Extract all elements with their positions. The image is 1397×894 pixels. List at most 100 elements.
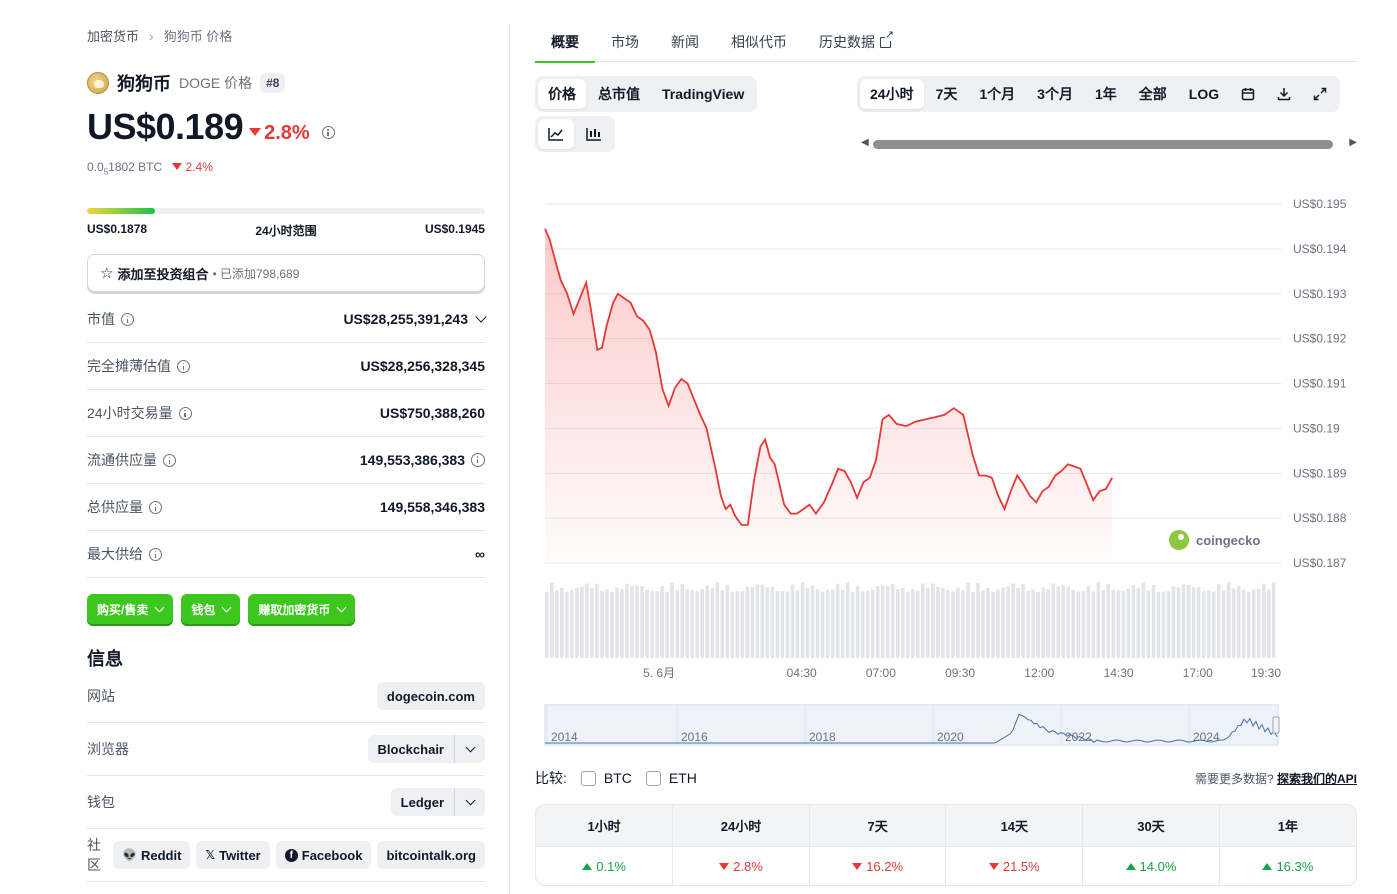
range-bar-24h <box>87 208 485 214</box>
tab-overview[interactable]: 概要 <box>535 26 595 63</box>
range-log[interactable]: LOG <box>1188 86 1220 102</box>
scroll-right-arrow-icon[interactable]: ▶ <box>1349 137 1357 148</box>
line-chart-icon <box>548 128 563 141</box>
earn-crypto-button[interactable]: 赚取加密货币 <box>248 594 356 624</box>
volume-bar <box>575 587 579 658</box>
facebook-link[interactable]: f Facebook <box>275 841 372 869</box>
info-label: 浏览器 <box>87 741 129 757</box>
wallet-button[interactable]: 钱包 <box>181 594 241 624</box>
twitter-link[interactable]: 𝕏 Twitter <box>196 841 270 869</box>
performance-table: 1小时 24小时 7天 14天 30天 1年 0.1% 2.8% 16.2% 2… <box>535 804 1357 886</box>
y-tick-label: US$0.189 <box>1293 466 1347 480</box>
tab-similar-coins[interactable]: 相似代币 <box>731 34 787 50</box>
info-icon[interactable] <box>121 312 134 326</box>
reddit-link[interactable]: 👽 Reddit <box>113 841 191 869</box>
current-price: US$0.189 <box>87 106 244 147</box>
volume-bar <box>650 591 654 658</box>
range-7d[interactable]: 7天 <box>935 86 958 102</box>
volume-bar <box>1211 591 1216 658</box>
explorer-dropdown-button[interactable] <box>455 742 485 752</box>
bitcointalk-link[interactable]: bitcointalk.org <box>377 841 485 869</box>
volume-bar <box>1101 590 1106 658</box>
info-row-website: 网站 dogecoin.com <box>87 670 485 723</box>
expand-icon <box>1313 87 1327 101</box>
scrollbar-thumb[interactable] <box>873 140 1333 149</box>
add-to-portfolio-button[interactable]: ☆ 添加至投资组合 • 已添加798,689 <box>87 254 485 292</box>
volume-bar <box>1081 591 1086 658</box>
breadcrumb-root-link[interactable]: 加密货币 <box>87 29 140 44</box>
line-chart-button[interactable] <box>538 119 574 149</box>
navigator-year-label: 2020 <box>937 730 964 744</box>
chart-panel: 概要 市场 新闻 相似代币 历史数据 价格 总市值 TradingView 24… <box>535 0 1357 894</box>
candlestick-chart-button[interactable] <box>576 119 612 149</box>
info-icon[interactable] <box>149 500 162 514</box>
volume-bar <box>936 586 940 658</box>
price-chart[interactable]: US$0.195US$0.194US$0.193US$0.192US$0.191… <box>535 190 1357 755</box>
x-twitter-icon: 𝕏 <box>205 848 216 862</box>
volume-bar <box>725 584 730 658</box>
mode-tradingview[interactable]: TradingView <box>662 86 745 102</box>
stat-row-volume: 24小时交易量 US$750,388,260 <box>87 390 485 437</box>
mode-market-cap[interactable]: 总市值 <box>598 86 640 102</box>
volume-bar <box>1136 587 1141 658</box>
website-link[interactable]: dogecoin.com <box>376 682 485 710</box>
volume-bar <box>1151 585 1156 658</box>
chevron-down-icon <box>336 602 347 612</box>
stat-value: 149,558,346,383 <box>379 499 485 515</box>
watermark-text: coingecko <box>1196 533 1260 548</box>
time-navigator[interactable]: 2014 2016 2018 2020 2022 2024 <box>544 704 1280 746</box>
download-button[interactable] <box>1267 79 1301 109</box>
caret-up-icon <box>1125 862 1136 870</box>
volume-bar <box>896 589 900 658</box>
twitter-label: Twitter <box>219 847 261 863</box>
volume-bar <box>1051 583 1055 658</box>
compare-eth-checkbox[interactable] <box>645 770 661 786</box>
info-icon[interactable] <box>163 453 176 467</box>
volume-bar <box>956 587 960 658</box>
explorer-link[interactable]: Blockchair <box>368 735 455 763</box>
navigator-handle-right[interactable] <box>1272 716 1280 734</box>
chevron-right-icon: › <box>149 27 154 44</box>
stat-value-dropdown[interactable]: US$28,255,391,243 <box>343 310 487 327</box>
range-all[interactable]: 全部 <box>1138 86 1167 102</box>
info-icon[interactable] <box>471 453 485 467</box>
range-3m[interactable]: 3个月 <box>1037 86 1073 102</box>
volume-bar <box>820 591 825 658</box>
wallet-link[interactable]: Ledger <box>391 788 455 816</box>
stats-table: 市值 US$28,255,391,243 完全摊薄估值 US$28,256,32… <box>87 296 487 578</box>
y-tick-label: US$0.195 <box>1293 197 1347 211</box>
mode-price[interactable]: 价格 <box>538 79 586 109</box>
range-24h[interactable]: 24小时 <box>860 79 924 109</box>
scroll-left-arrow-icon[interactable]: ◀ <box>861 137 869 148</box>
wallet-selector: Ledger <box>390 788 485 816</box>
chevron-down-icon <box>154 602 165 612</box>
navigator-selection <box>545 705 1278 745</box>
compare-btc-checkbox[interactable] <box>580 770 596 786</box>
volume-bar <box>585 583 589 658</box>
range-1m[interactable]: 1个月 <box>979 86 1016 102</box>
wallet-dropdown-button[interactable] <box>455 795 485 805</box>
tab-news[interactable]: 新闻 <box>671 34 699 50</box>
tab-historical-data[interactable]: 历史数据 <box>803 26 907 62</box>
navigator-year-labels: 2014 2016 2018 2020 2022 2024 <box>546 705 1220 745</box>
info-icon[interactable] <box>149 547 162 561</box>
y-tick-label: US$0.193 <box>1293 287 1347 301</box>
info-icon[interactable] <box>177 359 190 373</box>
volume-bar <box>1236 586 1241 658</box>
volume-bar <box>1061 585 1065 658</box>
explorer-selector: Blockchair <box>367 735 485 763</box>
tab-markets[interactable]: 市场 <box>611 34 639 50</box>
range-toggle-scrollbar[interactable]: ◀ ▶ <box>861 137 1357 149</box>
volume-bar <box>1226 582 1231 658</box>
caret-down-icon <box>171 163 182 170</box>
perf-cell-30d: 14.0% <box>1082 846 1220 885</box>
fullscreen-button[interactable] <box>1303 79 1337 109</box>
api-link[interactable]: 探索我们的API <box>1276 771 1357 786</box>
info-icon[interactable] <box>321 126 335 139</box>
rank-badge: #8 <box>260 73 286 93</box>
buy-sell-button[interactable]: 购买/售卖 <box>87 594 174 624</box>
calendar-button[interactable] <box>1231 79 1265 109</box>
range-1y[interactable]: 1年 <box>1094 86 1117 102</box>
info-icon[interactable] <box>178 406 192 420</box>
volume-bar <box>1196 587 1201 658</box>
